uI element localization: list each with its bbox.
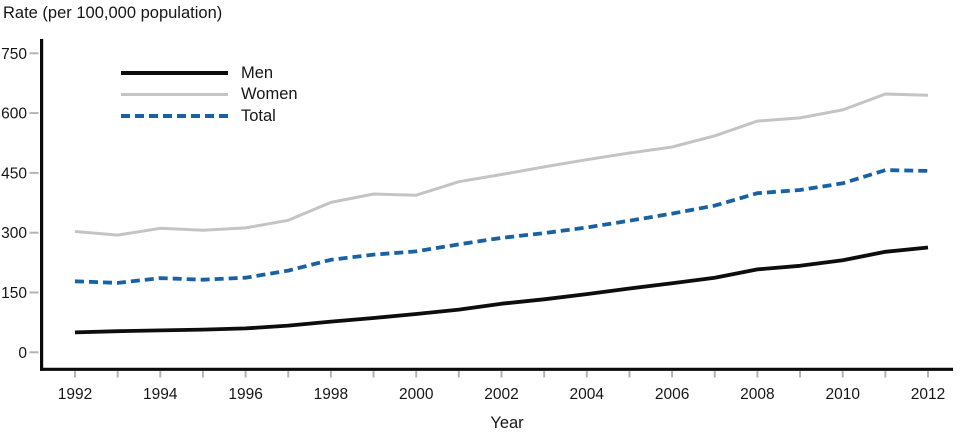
x-tick-label: 2004 — [570, 386, 605, 403]
legend-swatch-dashed-line — [121, 113, 228, 118]
series-line-total — [74, 168, 929, 285]
y-tick-label: 300 — [1, 225, 27, 242]
legend-item-women: Women — [121, 84, 298, 106]
x-tick-label: 2012 — [911, 386, 945, 403]
legend-swatch-solid-line — [121, 92, 228, 96]
x-tick-label: 2000 — [399, 386, 434, 403]
y-tick-label: 0 — [18, 345, 27, 362]
x-tick-label: 2008 — [740, 386, 774, 403]
legend-label: Women — [241, 85, 298, 103]
x-tick-label: 1992 — [58, 386, 92, 403]
legend-item-men: Men — [121, 62, 298, 84]
x-tick-label: 1996 — [228, 386, 262, 403]
series-line-women — [74, 92, 929, 237]
series-line-men — [74, 245, 929, 335]
y-tick-label: 750 — [1, 46, 27, 63]
legend-label: Men — [241, 63, 274, 82]
x-tick-label: 2006 — [655, 386, 689, 403]
x-axis-label: Year — [490, 414, 524, 432]
y-tick-label: 450 — [1, 165, 27, 182]
legend-swatch-solid-line — [121, 70, 228, 75]
x-tick-label: 2002 — [484, 386, 518, 403]
x-tick-label: 2010 — [825, 386, 860, 403]
legend: Men Women Total — [121, 62, 298, 127]
legend-label: Total — [241, 106, 276, 125]
y-tick-label: 600 — [1, 106, 27, 123]
chart-title: Rate (per 100,000 population) — [3, 4, 223, 22]
x-tick-label: 1994 — [143, 386, 178, 403]
y-tick-label: 150 — [1, 285, 27, 302]
legend-item-total: Total — [121, 105, 298, 127]
x-tick-label: 1998 — [314, 386, 348, 403]
